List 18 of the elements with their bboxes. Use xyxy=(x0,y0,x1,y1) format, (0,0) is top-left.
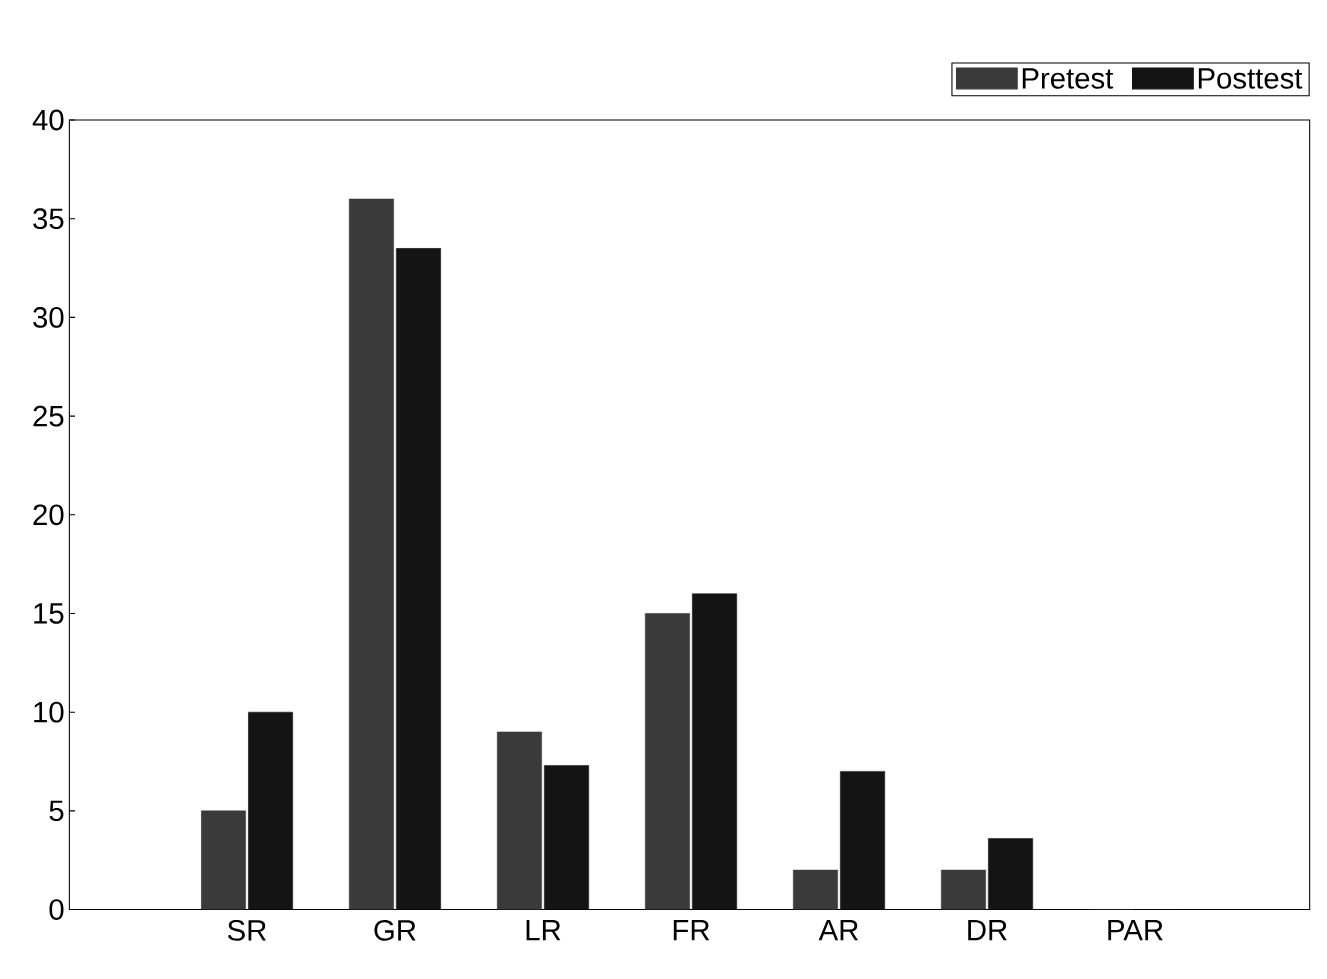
legend-label: Pretest xyxy=(1022,68,1114,89)
y-tick-label: 15 xyxy=(34,603,64,624)
y-tick-label: 5 xyxy=(49,800,64,822)
x-tick-label: FR xyxy=(673,920,710,941)
x-tick-label: SR xyxy=(227,919,266,941)
x-tick-label: GR xyxy=(374,919,416,941)
x-tick-label: LR xyxy=(526,920,561,941)
y-tick-label: 40 xyxy=(32,109,64,131)
x-tick-label: PAR xyxy=(1108,920,1163,941)
legend-label: Posttest xyxy=(1198,68,1303,89)
y-tick-label: 10 xyxy=(34,701,64,723)
y-tick-label: 0 xyxy=(49,899,64,920)
y-tick-label: 25 xyxy=(33,405,64,427)
x-tick-label: AR xyxy=(818,920,859,941)
y-tick-label: 30 xyxy=(33,307,64,328)
y-tick-label: 35 xyxy=(33,208,64,230)
x-tick-label: DR xyxy=(968,920,1007,941)
y-tick-label: 20 xyxy=(33,504,64,526)
